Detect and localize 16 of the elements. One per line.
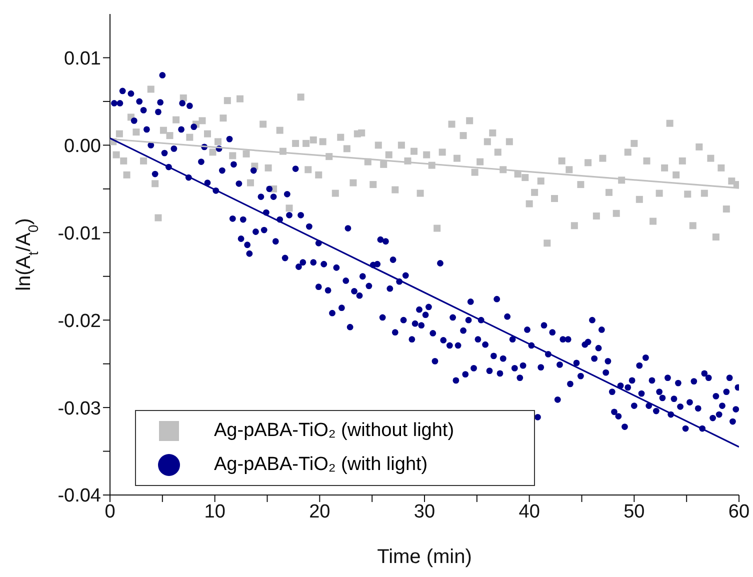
y-tick-label: -0.04 [58, 486, 102, 507]
y-tick-label: -0.03 [58, 398, 101, 420]
x-tick-label: 30 [414, 501, 436, 522]
y-tick-label: -0.02 [58, 310, 101, 332]
legend-label: Ag-pABA-TiO₂ (without light) [214, 420, 454, 442]
x-tick-label: 20 [309, 501, 330, 522]
y-tick-label: -0.01 [58, 223, 101, 244]
legend-label: Ag-pABA-TiO₂ (with light) [214, 454, 428, 476]
x-tick-label: 60 [728, 501, 750, 522]
x-tick-label: 50 [624, 501, 645, 522]
x-tick-label: 10 [204, 501, 226, 522]
y-tick-label: 0.01 [64, 48, 101, 70]
x-tick-label: 40 [518, 501, 540, 522]
x-tick-label: 0 [104, 501, 116, 522]
x-axis-title: Time (min) [377, 546, 472, 568]
y-tick-label: 0.00 [64, 136, 101, 157]
